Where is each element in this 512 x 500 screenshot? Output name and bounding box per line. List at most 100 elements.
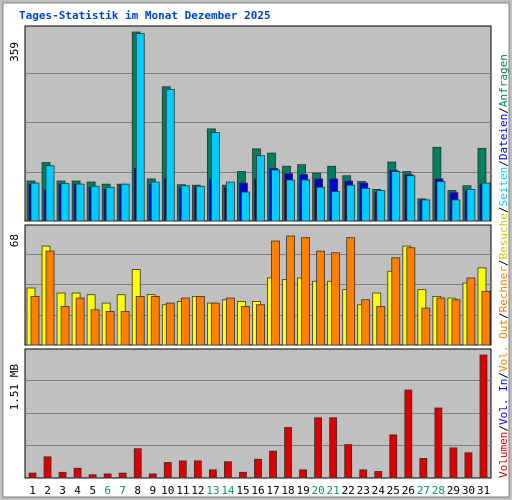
bar-volumen-day-23: [359, 469, 368, 479]
bar-seiten-day-27: [421, 199, 431, 222]
chart-panels: 359 68 1.51 MB: [8, 25, 492, 479]
bar-volumen-day-2: [43, 456, 52, 479]
bar-volumen-day-20: [314, 417, 323, 479]
x-tick-label-day-2: 2: [44, 484, 51, 497]
legend-part-4: Vol. Out: [497, 319, 510, 372]
bar-seiten-day-12: [195, 185, 205, 222]
hits-panel: 359: [8, 25, 492, 222]
bar-volumen-day-28: [434, 407, 443, 479]
x-tick-label-day-5: 5: [89, 484, 96, 497]
bar-volumen-day-9: [148, 473, 157, 479]
bar-rechner-day-14: [226, 297, 235, 346]
bar-rechner-day-31: [481, 290, 491, 346]
y-max-label: 1.51 MB: [8, 364, 21, 411]
bar-volumen-day-29: [449, 447, 458, 479]
x-tick-label-day-3: 3: [59, 484, 66, 497]
bar-volumen-day-27: [419, 458, 428, 479]
legend-part-10: Seiten: [497, 167, 510, 207]
bar-rechner-day-25: [391, 257, 401, 346]
bar-rechner-day-8: [135, 295, 145, 346]
legend-part-6: Rechner: [497, 266, 510, 313]
x-tick-label-day-6: 6: [104, 484, 111, 497]
x-tick-label-day-1: 1: [29, 484, 36, 497]
bar-seiten-day-23: [361, 187, 371, 222]
x-tick-label-day-11: 11: [176, 484, 189, 497]
chart-title: Tages-Statistik im Monat Dezember 2025: [19, 9, 271, 22]
bar-volumen-day-16: [254, 458, 262, 479]
bar-volumen-day-7: [118, 472, 127, 479]
bar-rechner-day-23: [361, 299, 371, 346]
x-axis-labels: 1 2 3 4 5 6 7 8 9 10 11 12 13 14 15 16 17 18 19 20 21 22 23 24 2…: [29, 484, 490, 497]
legend-part-3: /: [497, 372, 510, 379]
legend-part-9: /: [497, 206, 510, 213]
bar-rechner-day-16: [256, 304, 265, 346]
bar-rechner-day-6: [105, 311, 115, 346]
bar-seiten-day-7: [120, 183, 130, 222]
x-tick-label-day-31: 31: [477, 484, 490, 497]
bar-seiten-day-15: [241, 191, 250, 222]
legend-part-8: Besuche: [497, 213, 510, 259]
bar-seiten-day-17: [271, 169, 280, 222]
x-tick-label-day-15: 15: [236, 484, 249, 497]
right-legend-text: Volumen/Vol. In/Vol. Out/Rechner/Besuche…: [497, 54, 510, 478]
legend-part-2: Vol. In: [497, 379, 510, 425]
bar-seiten-day-28: [436, 181, 446, 222]
bar-volumen-day-22: [344, 444, 353, 479]
legend-part-13: /: [497, 107, 510, 114]
bar-seiten-day-22: [346, 184, 356, 222]
x-tick-label-day-28: 28: [432, 484, 445, 497]
bar-seiten-day-4: [75, 183, 85, 222]
x-tick-label-day-12: 12: [191, 484, 204, 497]
bar-seiten-day-13: [210, 132, 220, 222]
bar-seiten-day-20: [316, 186, 326, 222]
bar-seiten-day-18: [286, 179, 295, 222]
x-tick-label-day-18: 18: [281, 484, 294, 497]
bar-volumen-day-5: [88, 474, 97, 479]
bar-seiten-day-31: [481, 182, 491, 222]
x-tick-label-day-24: 24: [372, 484, 386, 497]
bar-seiten-day-26: [406, 175, 416, 222]
x-tick-label-day-7: 7: [119, 484, 126, 497]
x-tick-label-day-20: 20: [312, 484, 325, 497]
bar-rechner-day-17: [271, 240, 280, 346]
bar-rechner-day-4: [75, 297, 85, 346]
bar-seiten-day-1: [30, 182, 40, 222]
bar-rechner-day-1: [30, 295, 40, 346]
x-tick-label-day-8: 8: [134, 484, 141, 497]
bar-seiten-day-14: [226, 181, 235, 222]
x-tick-label-day-25: 25: [387, 484, 400, 497]
right-legend: Volumen/Vol. In/Vol. Out/Rechner/Besuche…: [497, 54, 510, 478]
bar-seiten-day-30: [466, 189, 476, 222]
bar-rechner-day-12: [195, 295, 205, 346]
bar-volumen-day-12: [193, 460, 202, 479]
x-tick-label-day-23: 23: [357, 484, 370, 497]
bar-rechner-day-26: [406, 247, 416, 346]
bar-seiten-day-21: [331, 191, 341, 222]
legend-part-11: /: [497, 160, 510, 167]
legend-part-14: Anfragen: [497, 54, 510, 107]
legend-part-0: Volumen: [497, 432, 510, 478]
x-tick-label-day-19: 19: [296, 484, 309, 497]
bar-seiten-day-2: [45, 165, 55, 222]
bar-volumen-day-18: [284, 427, 292, 479]
bar-seiten-day-3: [60, 183, 70, 222]
bar-volumen-day-25: [389, 434, 398, 479]
bar-seiten-day-8: [135, 33, 145, 222]
bar-rechner-day-13: [210, 302, 220, 346]
bar-volumen-day-21: [329, 417, 338, 479]
x-tick-label-day-27: 27: [417, 484, 430, 497]
legend-part-12: Dateien: [497, 114, 510, 160]
x-tick-label-day-30: 30: [462, 484, 475, 497]
x-tick-label-day-26: 26: [402, 484, 415, 497]
bar-rechner-day-18: [286, 235, 295, 346]
bar-rechner-day-3: [60, 306, 70, 346]
bar-rechner-day-22: [346, 237, 356, 346]
bar-seiten-day-9: [150, 181, 160, 222]
bar-rechner-day-15: [241, 306, 250, 346]
bar-seiten-day-19: [301, 179, 310, 222]
bar-seiten-day-11: [180, 185, 190, 222]
bar-volumen-day-3: [58, 471, 67, 479]
bar-volumen-day-24: [374, 471, 383, 479]
